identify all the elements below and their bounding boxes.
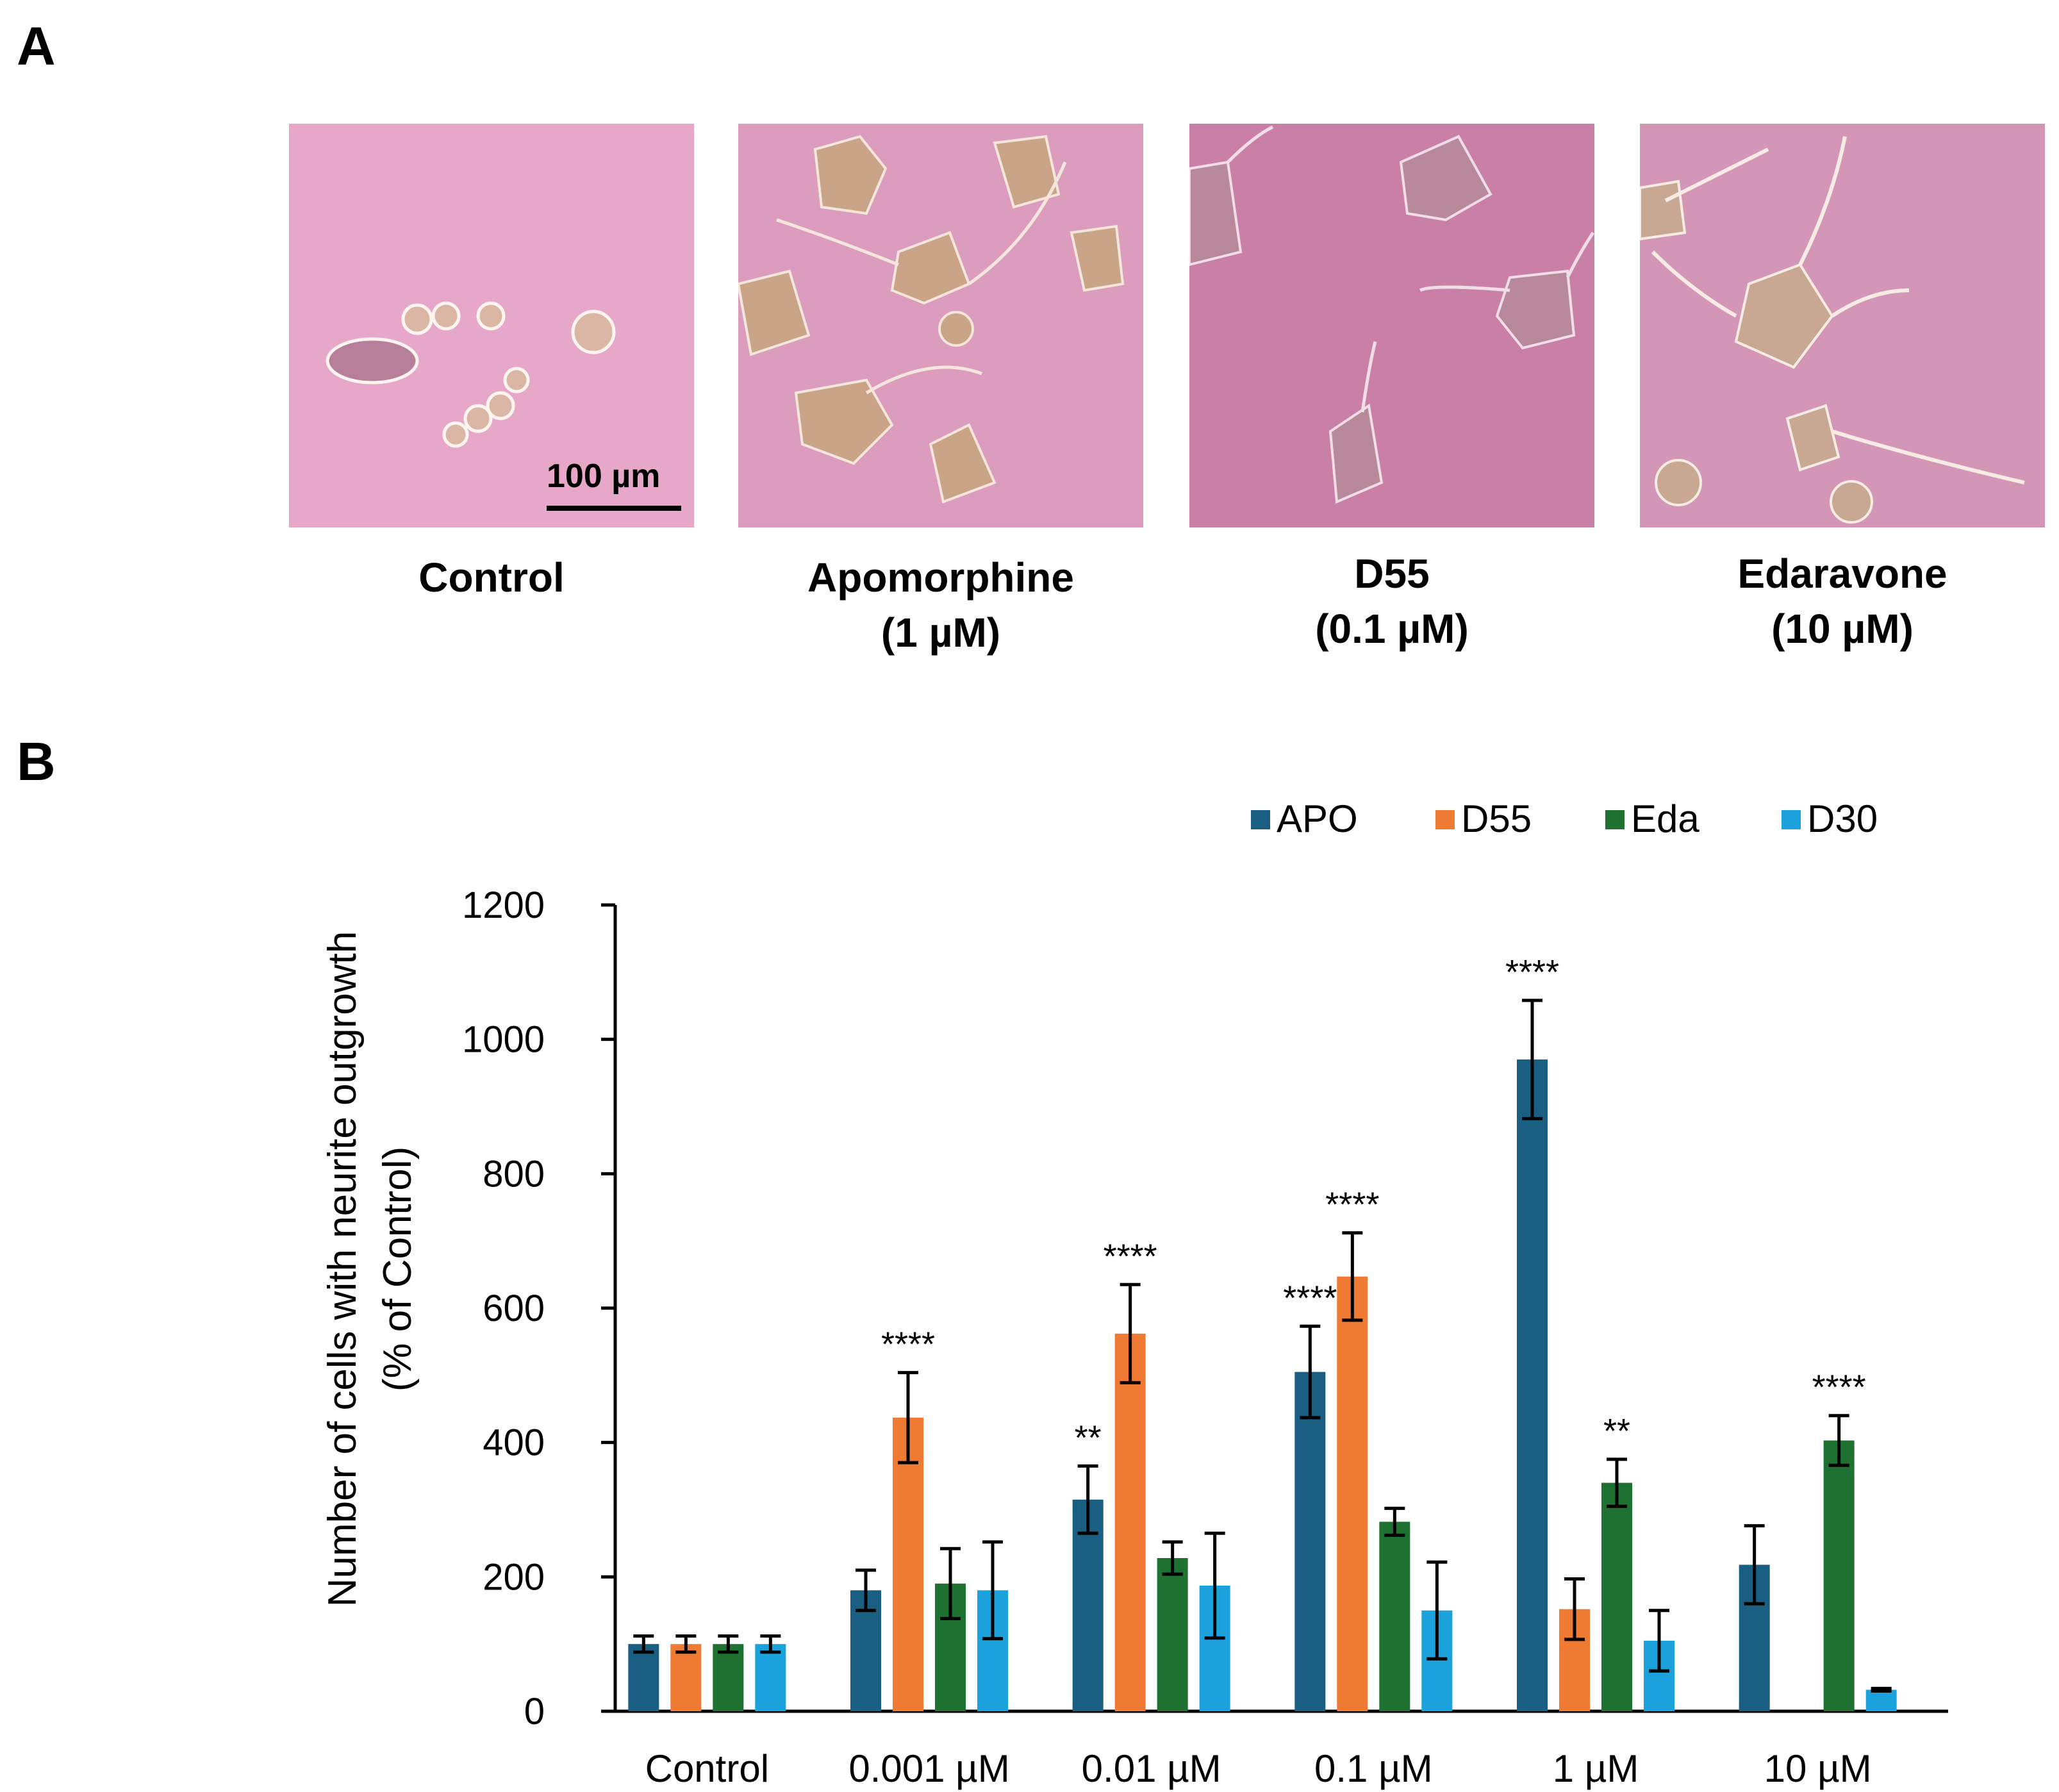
bar-apo xyxy=(1517,1059,1548,1711)
y-axis-label-line: (% of Control) xyxy=(376,1147,420,1391)
legend-label-d55: D55 xyxy=(1461,797,1532,840)
bar-eda xyxy=(1379,1522,1410,1711)
x-category-label: 0.01 µM xyxy=(1082,1747,1221,1790)
y-tick-label: 400 xyxy=(483,1422,545,1464)
significance-label: ** xyxy=(1075,1418,1102,1457)
significance-label: **** xyxy=(1325,1186,1379,1224)
label-apomorphine-line1: Apomorphine xyxy=(807,554,1074,601)
bar-d30 xyxy=(1865,1689,1897,1711)
bar-d55 xyxy=(1337,1276,1368,1711)
label-edaravone-line2: (10 µM) xyxy=(1771,606,1914,652)
y-tick-label: 200 xyxy=(483,1556,545,1598)
micrograph-d55-image xyxy=(1189,124,1594,527)
significance-label: **** xyxy=(1505,953,1559,991)
bar-apo xyxy=(1072,1499,1104,1711)
micrograph-edaravone-image xyxy=(1640,124,2045,527)
y-tick-label: 1200 xyxy=(462,884,545,926)
legend-swatch-d30 xyxy=(1782,810,1801,829)
significance-label: ** xyxy=(1603,1412,1630,1450)
scale-bar-label: 100 µm xyxy=(547,458,661,495)
micrograph-control-image xyxy=(289,124,694,527)
label-d55-line2: (0.1 µM) xyxy=(1315,606,1469,652)
micrograph-d55 xyxy=(1189,124,1594,527)
y-axis-label-line: Number of cells with neurite outgrowth xyxy=(320,931,365,1607)
y-tick-label: 0 xyxy=(524,1691,545,1732)
bar-eda xyxy=(1601,1482,1632,1711)
bar-apo xyxy=(628,1644,659,1711)
bar-d55 xyxy=(1114,1333,1146,1711)
legend-label-eda: Eda xyxy=(1631,797,1699,840)
legend-swatch-apo xyxy=(1251,810,1270,829)
label-edaravone-line1: Edaravone xyxy=(1737,551,1947,597)
micrograph-apomorphine-image xyxy=(738,124,1143,527)
significance-label: **** xyxy=(1104,1237,1157,1275)
label-control-line1: Control xyxy=(418,554,565,601)
bar-d55 xyxy=(893,1417,923,1711)
legend-swatch-d55 xyxy=(1435,810,1455,829)
x-category-label: 1 µM xyxy=(1553,1747,1639,1790)
bar-d30 xyxy=(755,1644,786,1711)
label-d55: D55 (0.1 µM) xyxy=(1189,546,1594,657)
bar-apo xyxy=(1294,1372,1326,1711)
bar-eda xyxy=(713,1644,744,1711)
significance-label: **** xyxy=(1812,1368,1866,1407)
label-apomorphine-line2: (1 µM) xyxy=(881,610,1001,656)
x-category-label: 0.1 µM xyxy=(1314,1747,1433,1790)
scale-bar xyxy=(547,506,681,511)
y-tick-label: 1000 xyxy=(462,1019,545,1061)
label-edaravone: Edaravone (10 µM) xyxy=(1640,546,2045,657)
bar-eda xyxy=(1157,1557,1188,1711)
legend-swatch-eda xyxy=(1605,810,1625,829)
panel-b-letter: B xyxy=(17,731,56,792)
bar-chart: 0 200 400 600 800 1000 1200 Number of cells wit… xyxy=(320,797,1948,1790)
panel-a-letter: A xyxy=(17,16,56,76)
legend-label-apo: APO xyxy=(1277,797,1358,840)
y-tick-label: 800 xyxy=(483,1153,545,1195)
significance-label: **** xyxy=(881,1325,935,1364)
bar-d55 xyxy=(670,1644,702,1711)
micrograph-control: 100 µm xyxy=(289,124,694,527)
label-d55-line1: D55 xyxy=(1354,551,1430,597)
x-category-label: Control xyxy=(645,1747,769,1790)
x-category-label: 0.001 µM xyxy=(848,1747,1009,1790)
micrograph-apomorphine xyxy=(738,124,1143,527)
legend-label-d30: D30 xyxy=(1807,797,1878,840)
micrograph-edaravone xyxy=(1640,124,2045,527)
label-control: Control xyxy=(289,550,694,605)
label-apomorphine: Apomorphine (1 µM) xyxy=(738,550,1143,661)
x-category-label: 10 µM xyxy=(1764,1747,1872,1790)
significance-label: **** xyxy=(1283,1279,1337,1317)
y-tick-label: 600 xyxy=(483,1288,545,1329)
bar-eda xyxy=(1823,1440,1855,1711)
